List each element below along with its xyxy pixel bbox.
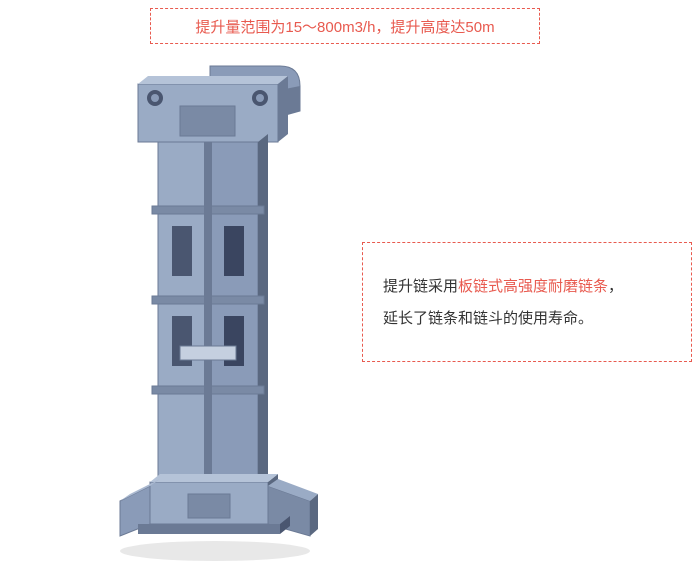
bucket-elevator-illustration bbox=[80, 56, 320, 566]
elevator-boot bbox=[120, 474, 318, 536]
line1-highlight: 板链式高强度耐磨链条 bbox=[458, 278, 608, 295]
line1-suffix: ， bbox=[608, 278, 623, 295]
line1-prefix: 提升链采用 bbox=[383, 278, 458, 295]
top-spec-banner: 提升量范围为15～800m3/h，提升高度达50m bbox=[150, 8, 540, 44]
elevator-head bbox=[138, 66, 300, 142]
top-spec-text: 提升量范围为15～800m3/h，提升高度达50m bbox=[195, 16, 494, 37]
feature-line-1: 提升链采用板链式高强度耐磨链条， bbox=[383, 271, 671, 303]
elevator-casing bbox=[152, 134, 268, 482]
floor-shadow bbox=[120, 541, 310, 561]
feature-description-box: 提升链采用板链式高强度耐磨链条， 延长了链条和链斗的使用寿命。 bbox=[362, 242, 692, 362]
feature-line-2: 延长了链条和链斗的使用寿命。 bbox=[383, 303, 671, 335]
